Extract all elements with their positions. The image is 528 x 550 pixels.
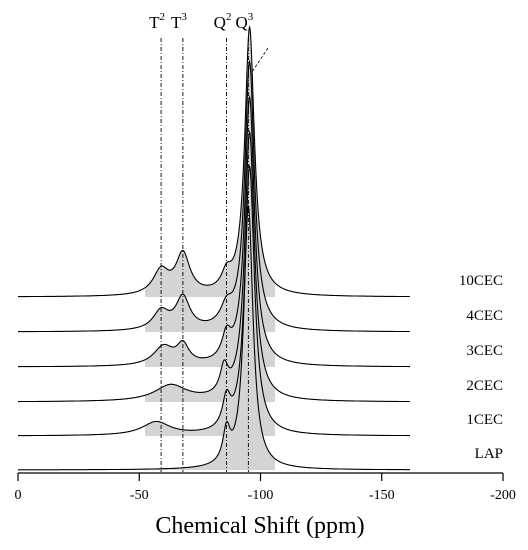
- reference-label-q2: Q2: [214, 11, 232, 32]
- series-label-10cec: 10CEC: [459, 273, 503, 289]
- series-label-1cec: 1CEC: [466, 412, 503, 428]
- spectrum-line-lap: [18, 204, 410, 471]
- spectra-fills: [145, 27, 275, 471]
- reference-label-t2: T2: [149, 11, 165, 32]
- series-label-4cec: 4CEC: [466, 308, 503, 324]
- reference-label-t3: T3: [171, 11, 187, 32]
- reference-line-labels: T2 T3 Q2 Q3: [149, 11, 254, 32]
- reference-label-q3: Q3: [235, 11, 253, 32]
- spectrum-fill-10cec: [145, 27, 275, 297]
- x-tick-label: -150: [369, 488, 395, 503]
- spectrum-line-4cec: [18, 59, 410, 333]
- x-tick-label: -200: [490, 488, 516, 503]
- series-label-3cec: 3CEC: [466, 343, 503, 359]
- x-axis: [17, 472, 504, 481]
- x-tick-label: -50: [130, 488, 149, 503]
- series-labels: LAP 1CEC 2CEC 3CEC 4CEC 10CEC: [459, 273, 503, 462]
- x-tick-label: -100: [248, 488, 274, 503]
- series-label-lap: LAP: [475, 446, 503, 462]
- x-tick-label: 0: [15, 488, 22, 503]
- spectrum-line-10cec: [18, 25, 410, 298]
- spectra-lines: [18, 25, 410, 471]
- spectrum-line-1cec: [18, 164, 410, 437]
- spectrum-line-2cec: [18, 130, 410, 403]
- series-label-2cec: 2CEC: [466, 378, 503, 394]
- q3-pointer-line: [251, 47, 269, 73]
- x-axis-label: Chemical Shift (ppm): [155, 513, 364, 539]
- spectrum-line-3cec: [18, 95, 410, 368]
- x-tick-labels: 0 -50 -100 -150 -200: [15, 488, 516, 503]
